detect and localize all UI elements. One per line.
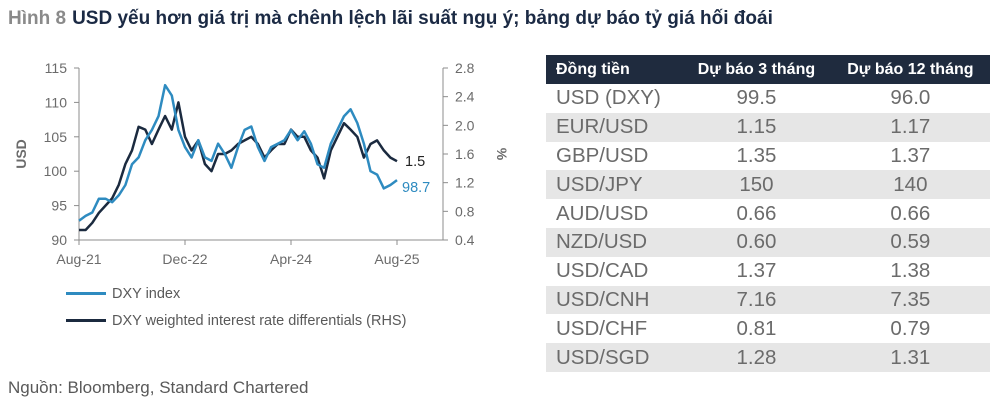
forecast-value: 7.35 (830, 285, 990, 315)
y2-tick-label: 0.8 (455, 203, 475, 219)
y-tick-label: 105 (44, 129, 68, 145)
table-row: NZD/USD 0.60 0.59 (546, 227, 990, 257)
forecast-value: 1.38 (890, 259, 931, 283)
table-row: GBP/USD 1.35 1.37 (546, 142, 990, 171)
currency-pair: USD/CNH (546, 285, 683, 315)
chart-legend: DXY index DXY weighted interest rate dif… (66, 280, 406, 334)
y2-tick-label: 2.4 (455, 89, 475, 105)
y2-tick-label: 0.4 (455, 232, 475, 248)
table-row: EUR/USD 1.15 1.17 (546, 112, 990, 142)
table-header-row: Đồng tiền Dự báo 3 tháng Dự báo 12 tháng (546, 55, 990, 84)
currency-pair: USD/JPY (546, 170, 683, 200)
column-header: Dự báo 12 tháng (830, 55, 990, 84)
forecast-value: 140 (830, 170, 990, 200)
dxy-end-label: 98.7 (402, 180, 430, 196)
figure-number: Hình 8 (8, 8, 67, 29)
legend-item-dxy: DXY index (66, 280, 406, 307)
forecast-value: 1.35 (736, 143, 777, 167)
column-header: Dự báo 3 tháng (682, 55, 831, 84)
forecast-value: 0.60 (682, 227, 831, 257)
legend-swatch (66, 319, 106, 322)
forecast-value: 0.66 (736, 201, 777, 225)
y-tick-label: 90 (51, 232, 67, 248)
table-row: USD/CNH 7.16 7.35 (546, 285, 990, 315)
y2-axis-label: % (494, 148, 510, 161)
fx-forecast-table: Đồng tiền Dự báo 3 tháng Dự báo 12 tháng U… (546, 55, 990, 372)
y-axis-label: USD (13, 139, 29, 169)
forecast-value: 7.16 (682, 285, 831, 315)
y-tick-label: 110 (45, 94, 68, 110)
legend-swatch (66, 292, 106, 295)
rate-diff-end-label: 1.5 (405, 154, 425, 170)
y-tick-label: 95 (51, 198, 67, 214)
x-tick-label: Aug-25 (374, 251, 419, 267)
table-row: USD/SGD 1.28 1.31 (546, 343, 990, 372)
forecast-value: 1.31 (830, 343, 990, 372)
legend-label: DXY weighted interest rate differentials… (112, 312, 407, 329)
forecast-value: 1.37 (736, 259, 777, 283)
forecast-value: 0.66 (890, 201, 931, 225)
source-note: Nguồn: Bloomberg, Standard Chartered (8, 378, 309, 397)
currency-pair: USD/CAD (556, 259, 649, 283)
forecast-value: 0.81 (736, 316, 777, 340)
table-row: USD/JPY 150 140 (546, 170, 990, 200)
legend-item-rate-diff: DXY weighted interest rate differentials… (66, 307, 406, 334)
x-tick-label: Apr-24 (270, 251, 312, 267)
forecast-value: 1.28 (682, 343, 831, 372)
rate-diff-line (79, 101, 398, 232)
table-row: USD/CHF 0.81 0.79 (546, 314, 990, 343)
y2-tick-label: 2.0 (455, 117, 475, 133)
currency-pair: EUR/USD (546, 112, 683, 142)
forecast-value: 1.37 (890, 143, 931, 167)
currency-pair: USD (DXY) (556, 86, 661, 110)
table-row: USD/CAD 1.37 1.38 (546, 257, 990, 286)
forecast-value: 0.59 (830, 227, 990, 257)
y-tick-label: 115 (45, 60, 68, 76)
column-header: Đồng tiền (546, 55, 683, 84)
forecast-value: 96.0 (890, 86, 931, 110)
x-tick-label: Aug-21 (56, 251, 101, 267)
y2-tick-label: 1.2 (455, 175, 475, 191)
figure-title: Hình 8 USD yếu hơn giá trị mà chênh lệch … (8, 8, 773, 30)
currency-pair: GBP/USD (556, 143, 649, 167)
legend-label: DXY index (112, 285, 181, 302)
currency-pair: USD/CHF (556, 316, 648, 340)
currency-pair: USD/SGD (546, 343, 683, 372)
currency-pair: NZD/USD (546, 227, 683, 257)
y2-tick-label: 1.6 (455, 146, 475, 162)
table-row: USD (DXY) 99.5 96.0 (546, 84, 990, 113)
forecast-value: 99.5 (736, 86, 777, 110)
forecast-value: 1.15 (682, 112, 831, 142)
figure-title-text: USD yếu hơn giá trị mà chênh lệch lãi su… (72, 8, 773, 29)
forecast-value: 0.79 (890, 316, 931, 340)
dxy-chart: 90 95 100 105 110 115 0.4 0.8 1.2 1.6 2.0 2.4 2.8 Aug… (13, 60, 510, 267)
y-tick-label: 100 (44, 163, 68, 179)
y2-tick-label: 2.8 (455, 60, 475, 76)
table-row: AUD/USD 0.66 0.66 (546, 199, 990, 228)
forecast-value: 150 (682, 170, 831, 200)
x-tick-label: Dec-22 (162, 251, 207, 267)
forecast-value: 1.17 (830, 112, 990, 142)
dxy-line (78, 83, 398, 222)
currency-pair: AUD/USD (556, 201, 649, 225)
